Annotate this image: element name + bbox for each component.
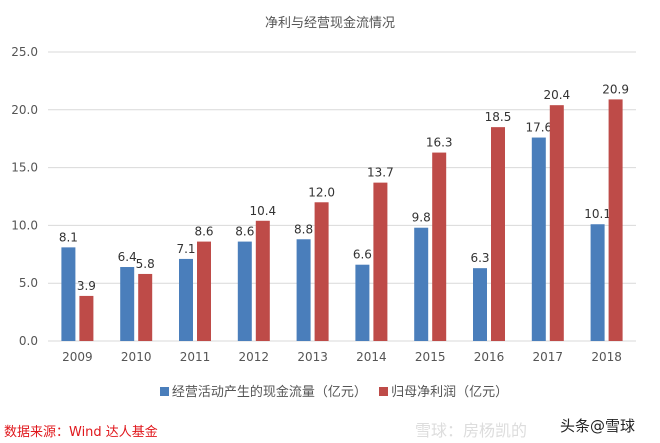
- source-note: 数据来源：Wind 达人基金: [4, 425, 158, 440]
- bar-cashflow: [120, 267, 135, 341]
- bar-cashflow: [355, 264, 370, 341]
- brand-label: 头条@雪球: [560, 417, 636, 435]
- data-label: 6.3: [470, 251, 489, 265]
- data-label: 9.8: [412, 211, 431, 225]
- chart-title: 净利与经营现金流情况: [264, 16, 395, 31]
- data-label: 3.9: [77, 279, 96, 293]
- data-label: 8.6: [235, 225, 254, 239]
- bar-profit: [608, 99, 623, 342]
- bar-cashflow: [179, 258, 193, 341]
- bar-profit: [432, 152, 447, 341]
- legend-label-cashflow: 经营活动产生的现金流量（亿元）: [171, 385, 367, 400]
- legend-swatch-cashflow: [159, 387, 169, 396]
- bar-cashflow: [237, 241, 252, 341]
- watermark: 雪球：房杨凯的: [415, 421, 528, 440]
- bar-profit: [373, 182, 388, 341]
- data-label: 12.0: [308, 185, 335, 199]
- bar-profit: [549, 105, 564, 342]
- x-tick-label: 2012: [239, 350, 270, 364]
- bar-profit: [79, 295, 94, 341]
- bar-profit: [491, 127, 505, 341]
- data-label: 20.4: [543, 88, 570, 102]
- x-tick-label: 2009: [62, 350, 93, 364]
- data-label: 7.1: [176, 242, 195, 256]
- bar-cashflow: [590, 224, 605, 341]
- data-label: 6.6: [353, 248, 372, 262]
- data-label: 18.5: [485, 110, 512, 124]
- y-tick-label: 15.0: [11, 161, 38, 175]
- data-label: 10.4: [249, 204, 276, 218]
- y-tick-label: 5.0: [19, 276, 38, 290]
- x-tick-label: 2017: [533, 350, 564, 364]
- bar-cashflow: [531, 137, 546, 341]
- legend-swatch-profit: [379, 387, 389, 396]
- bar-profit: [138, 273, 153, 341]
- bar-cashflow: [61, 247, 76, 341]
- bar-cashflow: [414, 227, 429, 341]
- data-label: 8.1: [59, 230, 78, 244]
- data-label: 8.8: [294, 222, 313, 236]
- data-label: 17.6: [525, 121, 552, 135]
- data-label: 20.9: [602, 82, 629, 96]
- bar-profit: [314, 202, 329, 341]
- y-tick-label: 25.0: [11, 45, 38, 59]
- y-tick-label: 10.0: [11, 218, 38, 232]
- x-tick-label: 2014: [356, 350, 387, 364]
- data-label: 13.7: [367, 166, 394, 180]
- bar-profit: [255, 220, 270, 341]
- bar-profit: [197, 241, 211, 341]
- x-tick-label: 2016: [474, 350, 505, 364]
- data-label: 16.3: [426, 136, 453, 150]
- x-tick-label: 2011: [180, 350, 211, 364]
- data-label: 6.4: [118, 250, 137, 264]
- y-tick-label: 0.0: [19, 334, 38, 348]
- x-tick-label: 2013: [297, 350, 328, 364]
- bar-cashflow: [473, 268, 487, 341]
- legend-label-profit: 归母净利润（亿元）: [391, 385, 509, 400]
- data-label: 8.6: [194, 225, 213, 239]
- x-tick-label: 2010: [121, 350, 152, 364]
- x-tick-label: 2015: [415, 350, 446, 364]
- data-label: 5.8: [136, 257, 155, 271]
- data-label: 10.1: [584, 207, 611, 221]
- legend: 经营活动产生的现金流量（亿元） 归母净利润（亿元）: [0, 381, 660, 400]
- bar-cashflow: [296, 239, 311, 341]
- y-tick-label: 20.0: [11, 103, 38, 117]
- x-tick-label: 2018: [591, 350, 622, 364]
